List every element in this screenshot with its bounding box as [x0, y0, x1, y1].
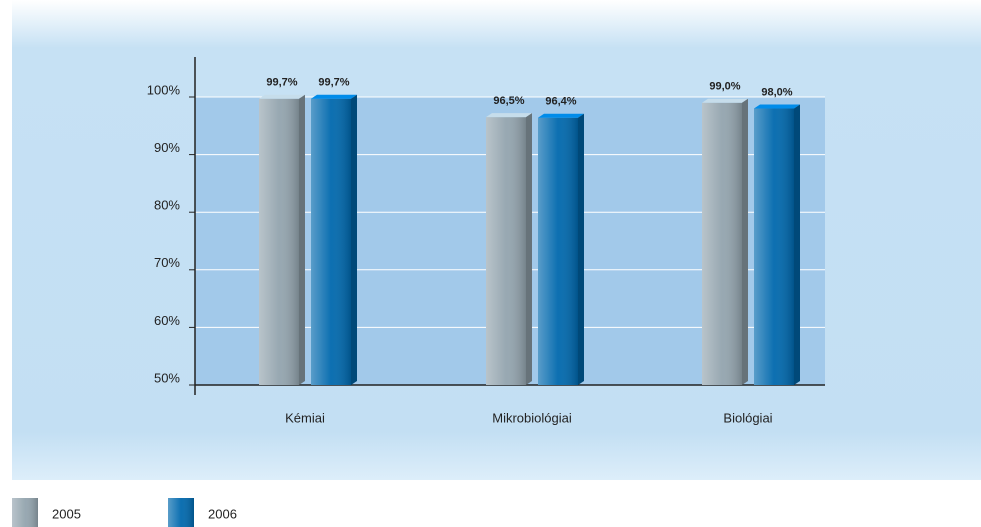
bar-shine	[259, 98, 299, 385]
legend-label: 2006	[208, 506, 237, 521]
bar-top	[538, 113, 584, 118]
y-tick-label: 80%	[154, 198, 180, 213]
bar-side	[526, 113, 532, 385]
bar-side	[351, 94, 357, 385]
x-tick-label: Mikrobiológiai	[492, 410, 572, 425]
value-label: 99,7%	[318, 77, 349, 89]
bar-top	[259, 94, 305, 99]
bar-top	[311, 94, 357, 99]
y-tick-label: 100%	[147, 82, 181, 97]
y-tick-label: 90%	[154, 140, 180, 155]
value-label: 99,0%	[709, 81, 740, 93]
bar-shine	[538, 117, 578, 386]
value-label: 96,4%	[545, 96, 576, 108]
bar-side	[299, 94, 305, 385]
bar-side	[578, 113, 584, 386]
y-tick-label: 50%	[154, 370, 180, 385]
bar-side	[794, 104, 800, 386]
bar-side	[742, 98, 748, 385]
legend-swatch-shine	[12, 498, 38, 527]
bar-shine	[486, 117, 526, 385]
bar-top	[754, 104, 800, 109]
bar-top	[702, 98, 748, 103]
x-tick-label: Kémiai	[285, 410, 325, 425]
y-tick-label: 60%	[154, 313, 180, 328]
value-label: 96,5%	[493, 95, 524, 107]
y-tick-label: 70%	[154, 255, 180, 270]
value-label: 99,7%	[266, 77, 297, 89]
bar-top	[486, 113, 532, 118]
bar-shine	[311, 98, 351, 385]
bar-shine	[754, 108, 794, 386]
legend-swatch-shine	[168, 498, 194, 527]
value-label: 98,0%	[761, 86, 792, 98]
bar-shine	[702, 102, 742, 385]
legend-label: 2005	[52, 506, 81, 521]
x-tick-label: Biológiai	[723, 410, 772, 425]
